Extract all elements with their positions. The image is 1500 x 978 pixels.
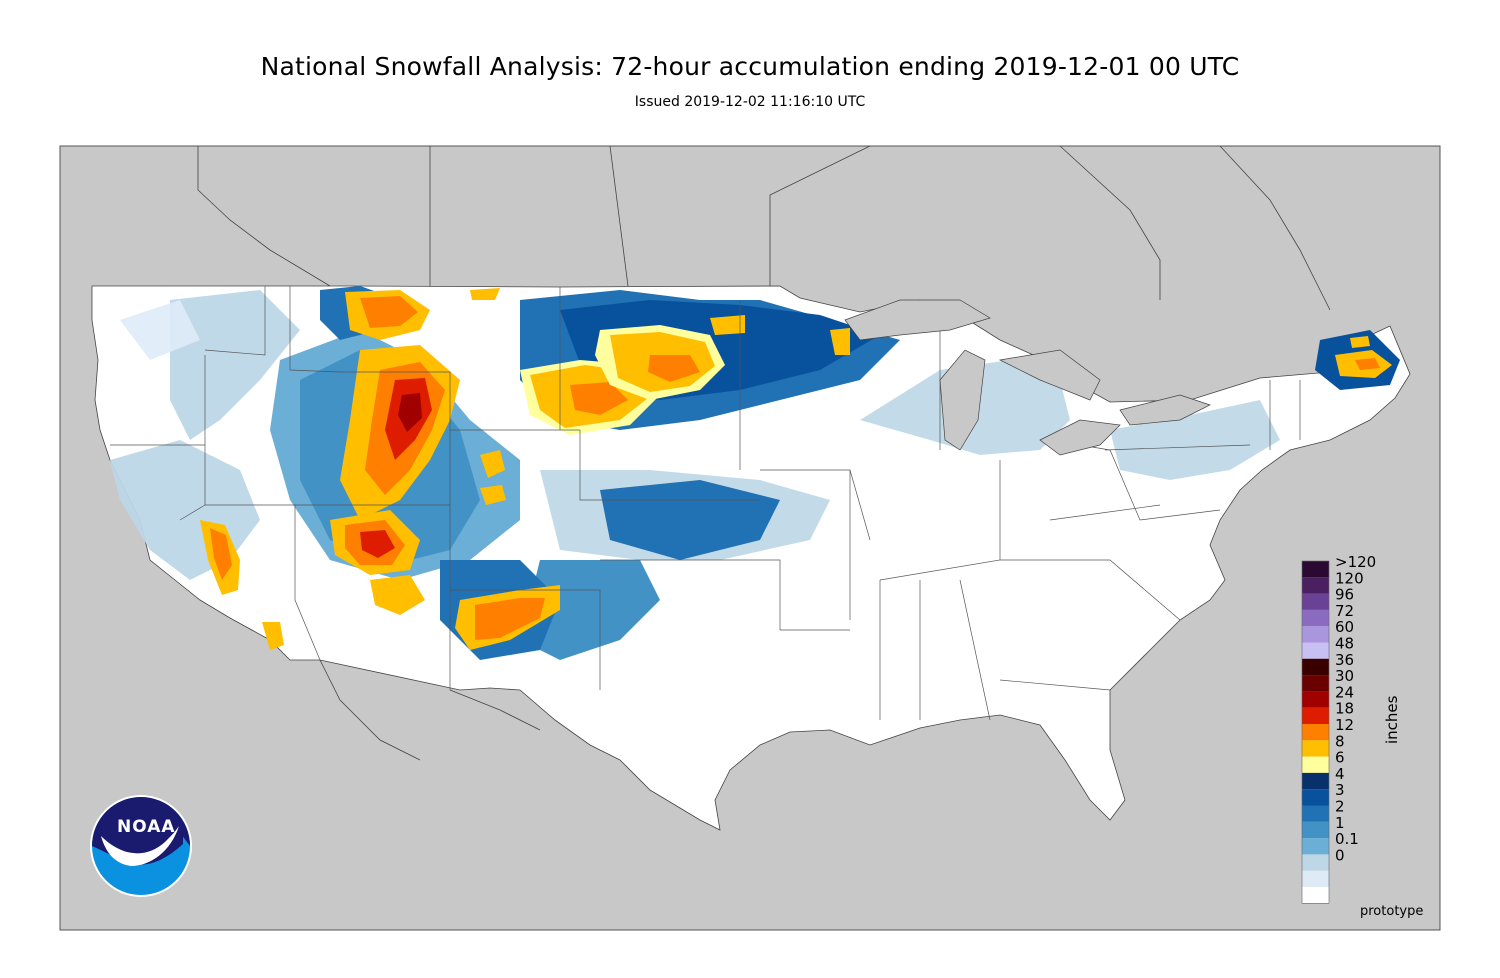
legend-swatch-17	[1302, 838, 1329, 855]
legend-label-4: 60	[1335, 618, 1354, 636]
noaa-logo-text: NOAA	[117, 817, 176, 837]
legend-swatch-10	[1302, 724, 1329, 741]
legend-label-7: 30	[1335, 667, 1354, 685]
legend-label-15: 2	[1335, 798, 1345, 816]
legend-label-5: 48	[1335, 635, 1354, 653]
legend-label-6: 36	[1335, 651, 1354, 669]
snowfall-shading	[110, 286, 1400, 660]
legend-swatch-5	[1302, 642, 1329, 659]
legend-swatch-12	[1302, 756, 1329, 773]
legend-label-11: 8	[1335, 732, 1345, 750]
legend-swatch-14	[1302, 789, 1329, 806]
legend-label-0: >120	[1335, 553, 1376, 571]
legend-swatch-15	[1302, 805, 1329, 822]
state-borders	[110, 286, 1301, 721]
legend-swatch-4	[1302, 626, 1329, 643]
legend-swatch-6	[1302, 658, 1329, 676]
legend-swatch-3	[1302, 609, 1329, 627]
prototype-label: prototype	[1360, 904, 1423, 919]
legend-label-1: 120	[1335, 569, 1364, 587]
noaa-logo: NOAA	[90, 795, 192, 897]
issued-timestamp: Issued 2019-12-02 11:16:10 UTC	[634, 94, 866, 110]
legend-label-8: 24	[1335, 683, 1354, 701]
legend-border	[1301, 560, 1330, 904]
legend-swatch-13	[1302, 772, 1329, 790]
legend-swatch-2	[1302, 593, 1329, 610]
legend-label-16: 1	[1335, 814, 1345, 832]
legend-label-13: 4	[1335, 765, 1345, 783]
legend-label-18: 0	[1335, 846, 1345, 864]
legend-label-10: 12	[1335, 716, 1354, 734]
legend-swatch-9	[1302, 707, 1329, 724]
legend-swatch-7	[1302, 675, 1329, 692]
legend-label-2: 96	[1335, 586, 1354, 604]
legend-swatch-11	[1302, 740, 1329, 757]
legend-swatch-0	[1302, 561, 1329, 578]
legend-label-9: 18	[1335, 700, 1354, 718]
legend-label-12: 6	[1335, 749, 1345, 767]
legend-label-14: 3	[1335, 781, 1345, 799]
legend-swatch-extra-0	[1302, 870, 1329, 887]
legend-swatch-extra-1	[1302, 887, 1329, 904]
great-lakes	[844, 299, 1211, 456]
legend-swatch-18	[1302, 854, 1329, 871]
legend-label-17: 0.1	[1335, 830, 1359, 848]
legend-swatch-1	[1302, 577, 1329, 594]
legend-swatch-16	[1302, 821, 1329, 839]
legend-swatch-8	[1302, 691, 1329, 708]
international-borders	[197, 145, 1331, 761]
legend-units-label: inches	[1383, 695, 1401, 744]
legend-label-3: 72	[1335, 602, 1354, 620]
map-title: National Snowfall Analysis: 72-hour accu…	[260, 52, 1240, 81]
